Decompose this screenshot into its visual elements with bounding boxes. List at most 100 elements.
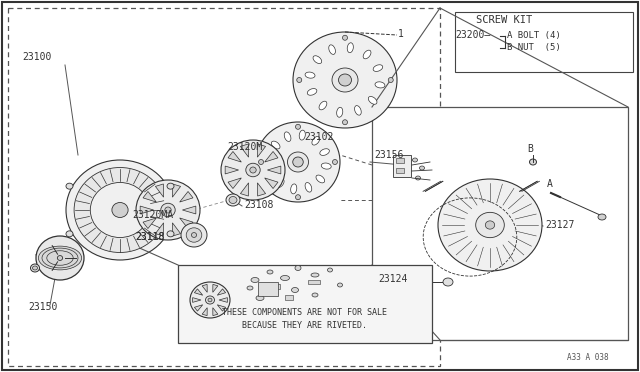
Ellipse shape [332, 68, 358, 92]
Ellipse shape [355, 106, 361, 115]
Ellipse shape [66, 231, 73, 237]
Polygon shape [228, 151, 241, 162]
Ellipse shape [191, 232, 196, 237]
Ellipse shape [415, 176, 420, 180]
Ellipse shape [388, 77, 393, 83]
Text: A: A [547, 179, 553, 189]
Bar [396, 158, 404, 163]
Polygon shape [241, 144, 248, 157]
Ellipse shape [90, 183, 150, 237]
Ellipse shape [287, 152, 308, 172]
Ellipse shape [332, 160, 337, 164]
Polygon shape [241, 183, 248, 196]
Polygon shape [225, 166, 239, 174]
Ellipse shape [368, 96, 377, 104]
Ellipse shape [38, 246, 82, 270]
Bar [178, 265, 432, 343]
Ellipse shape [271, 141, 280, 149]
Ellipse shape [598, 214, 606, 220]
Ellipse shape [280, 276, 289, 280]
Ellipse shape [250, 167, 256, 173]
Ellipse shape [311, 273, 319, 277]
Ellipse shape [337, 283, 342, 287]
Polygon shape [228, 178, 241, 189]
Polygon shape [140, 206, 154, 214]
Bar [455, 12, 633, 72]
Polygon shape [193, 298, 201, 302]
Polygon shape [268, 166, 281, 174]
Ellipse shape [208, 298, 212, 302]
Ellipse shape [321, 163, 332, 169]
Ellipse shape [485, 221, 495, 229]
Polygon shape [172, 184, 180, 197]
Ellipse shape [66, 183, 73, 189]
Text: THESE COMPONENTS ARE NOT FOR SALE: THESE COMPONENTS ARE NOT FOR SALE [223, 308, 387, 317]
Ellipse shape [312, 137, 320, 145]
Ellipse shape [136, 180, 200, 240]
Ellipse shape [66, 160, 174, 260]
Ellipse shape [186, 228, 202, 242]
Ellipse shape [329, 45, 335, 54]
Text: 23118: 23118 [135, 232, 164, 242]
Ellipse shape [47, 251, 73, 265]
Ellipse shape [296, 195, 301, 200]
Ellipse shape [292, 157, 303, 167]
Ellipse shape [438, 179, 542, 271]
Ellipse shape [320, 149, 330, 155]
Ellipse shape [293, 32, 397, 128]
Ellipse shape [221, 140, 285, 200]
Ellipse shape [476, 212, 504, 238]
Ellipse shape [247, 286, 253, 290]
Ellipse shape [256, 122, 340, 202]
Ellipse shape [305, 183, 312, 192]
Ellipse shape [205, 296, 214, 304]
Ellipse shape [305, 72, 315, 78]
Text: B NUT  (5): B NUT (5) [507, 43, 561, 52]
Ellipse shape [276, 179, 284, 187]
Ellipse shape [373, 65, 383, 71]
Ellipse shape [319, 101, 327, 110]
Ellipse shape [307, 89, 317, 95]
Text: 23102: 23102 [304, 132, 333, 142]
Polygon shape [143, 192, 156, 202]
Ellipse shape [413, 158, 417, 162]
Ellipse shape [363, 50, 371, 59]
Ellipse shape [284, 132, 291, 141]
Polygon shape [202, 284, 207, 292]
Ellipse shape [342, 35, 348, 40]
Polygon shape [180, 192, 193, 202]
Ellipse shape [161, 203, 175, 217]
Ellipse shape [267, 270, 273, 274]
Text: 23120M: 23120M [227, 142, 262, 152]
Text: 23120MA: 23120MA [132, 210, 173, 220]
Polygon shape [257, 144, 266, 157]
Ellipse shape [251, 278, 259, 282]
Polygon shape [219, 298, 227, 302]
Ellipse shape [348, 43, 353, 53]
Ellipse shape [167, 231, 174, 237]
Ellipse shape [259, 160, 264, 164]
Ellipse shape [112, 202, 128, 218]
Ellipse shape [246, 163, 260, 177]
Ellipse shape [165, 207, 172, 213]
Text: 23200—: 23200— [455, 30, 490, 40]
Bar [270, 284, 280, 289]
Ellipse shape [443, 278, 453, 286]
Ellipse shape [167, 183, 174, 189]
Ellipse shape [337, 107, 343, 117]
Ellipse shape [265, 155, 275, 161]
Ellipse shape [339, 74, 351, 86]
Polygon shape [156, 184, 164, 197]
Ellipse shape [256, 295, 264, 301]
Polygon shape [156, 223, 164, 236]
Ellipse shape [291, 288, 298, 292]
Text: SCREW KIT: SCREW KIT [476, 15, 532, 25]
Text: B: B [527, 144, 533, 154]
Text: A BOLT (4): A BOLT (4) [507, 31, 561, 40]
Ellipse shape [31, 264, 40, 272]
Ellipse shape [58, 256, 63, 260]
Ellipse shape [328, 268, 333, 272]
Ellipse shape [229, 196, 237, 203]
Ellipse shape [419, 166, 424, 170]
Text: 23118: 23118 [135, 232, 164, 242]
